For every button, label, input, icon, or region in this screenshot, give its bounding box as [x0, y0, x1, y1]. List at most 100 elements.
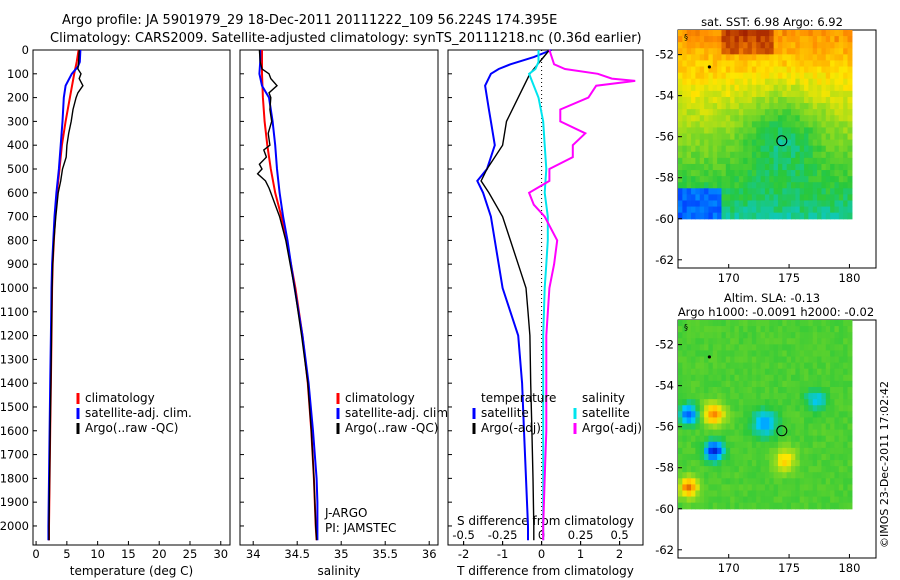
sla_map-cell	[678, 368, 683, 376]
sst_map-cell	[764, 200, 770, 208]
sla_map-cell	[738, 393, 744, 400]
sst_map-cell	[786, 103, 792, 110]
sst_map-cell	[699, 121, 705, 129]
sst_map-cell	[704, 206, 710, 214]
sst_map-cell	[678, 48, 683, 55]
sst_map-cell	[738, 115, 744, 122]
sst_map-cell	[678, 176, 683, 183]
sla_map-cell	[756, 399, 762, 406]
sla_map-cell	[743, 478, 749, 485]
sst_map-cell	[817, 145, 823, 153]
sla_map-cell	[782, 417, 788, 425]
sla_map-cell	[812, 490, 818, 498]
sla_map-cell	[830, 320, 836, 327]
sst_map-cell	[743, 121, 749, 129]
sst_map-cell	[808, 109, 814, 116]
sst_map-cell	[738, 42, 744, 49]
sla_map-cell	[786, 399, 792, 406]
sla_map-cell	[712, 350, 718, 358]
sla_map-cell	[847, 338, 853, 345]
sla_map-cell	[734, 453, 740, 461]
sst_map-cell	[786, 157, 792, 165]
sst_map-cell	[751, 42, 757, 49]
sst_map-cell	[804, 96, 809, 104]
sst_map-cell	[773, 121, 779, 129]
sst_map-cell	[812, 103, 818, 110]
sla_map-cell	[821, 350, 827, 358]
sst_map-cell	[725, 127, 731, 135]
sla_map-cell	[730, 472, 736, 479]
sla_map-cell	[725, 441, 731, 449]
sst_map-cell	[712, 72, 718, 80]
sla_map-ytick-label: -52	[655, 338, 674, 352]
sst_map-cell	[786, 145, 792, 153]
sst_map-cell	[791, 48, 796, 55]
sst_map-cell	[830, 194, 836, 202]
sst_map-cell	[769, 194, 775, 202]
sst_map-cell	[682, 145, 688, 153]
sla_map-cell	[704, 380, 710, 388]
sst_map-cell	[838, 103, 844, 110]
sla_map-cell	[830, 484, 836, 492]
sla_map-cell	[773, 338, 779, 345]
sla_map-cell	[747, 393, 753, 400]
sla_map-cell	[760, 362, 766, 370]
sla_map-cell	[799, 362, 805, 370]
sla_map-argo-position-marker	[776, 425, 788, 437]
sla_map-cell	[817, 362, 823, 370]
sst_map-cell	[795, 103, 801, 110]
sla_map-cell	[678, 380, 683, 388]
sst_map-cell	[786, 176, 792, 183]
sst_map-cell	[743, 188, 749, 195]
sla_map-cell	[699, 496, 705, 504]
sla_map-cell	[699, 472, 705, 479]
sst_map-cell	[838, 163, 844, 171]
sst_map-cell	[843, 200, 849, 208]
sst_map-cell	[834, 103, 840, 110]
sst_map-cell	[764, 194, 770, 202]
sst_map-cell	[686, 103, 692, 110]
sst_map-cell	[743, 115, 749, 122]
sst_map-cell	[686, 212, 692, 220]
sst_map-cell	[769, 90, 775, 98]
sla_map-cell	[708, 417, 714, 425]
sst_map-cell	[777, 36, 783, 43]
sla_map-cell	[773, 356, 779, 364]
sst_map-cell	[699, 66, 705, 74]
sla_map-cell	[756, 417, 762, 425]
sla_map-cell	[730, 417, 736, 425]
sst_map-cell	[699, 36, 705, 43]
sla_map-cell	[704, 344, 710, 352]
sla_map-cell	[699, 466, 705, 473]
sst_map-cell	[704, 115, 710, 122]
sla_map-cell	[751, 320, 757, 327]
sla_map-cell	[769, 374, 775, 382]
sst_map-cell	[756, 151, 762, 159]
sst_map-cell	[782, 182, 788, 189]
sst_map-cell	[782, 200, 788, 208]
sla_map-cell	[717, 368, 723, 376]
sst_map-cell	[812, 194, 818, 202]
sla_map-cell	[695, 344, 701, 352]
sla_map-cell	[830, 326, 836, 333]
sla_map-cell	[843, 502, 849, 510]
sla_map-cell	[808, 350, 814, 358]
sla_map-cell	[782, 368, 788, 376]
sla_map-cell	[721, 478, 727, 485]
sla_map-cell	[751, 399, 757, 406]
sla_map-cell	[760, 344, 766, 352]
sst_map-cell	[730, 109, 736, 116]
sst_map-cell	[760, 145, 766, 153]
sst_map-cell	[834, 163, 840, 171]
sst_map-cell	[825, 72, 831, 80]
sst_map-cell	[734, 182, 740, 189]
sst_map-cell	[786, 163, 792, 171]
sst_map-cell	[769, 36, 775, 43]
sla_map-cell	[725, 399, 731, 406]
sla_map-cell	[712, 496, 718, 504]
sst_map-cell	[786, 212, 792, 220]
sla_map-cell	[799, 496, 805, 504]
sla_map-cell	[743, 338, 749, 345]
sst_map-cell	[838, 54, 844, 62]
sla_map-cell	[769, 362, 775, 370]
